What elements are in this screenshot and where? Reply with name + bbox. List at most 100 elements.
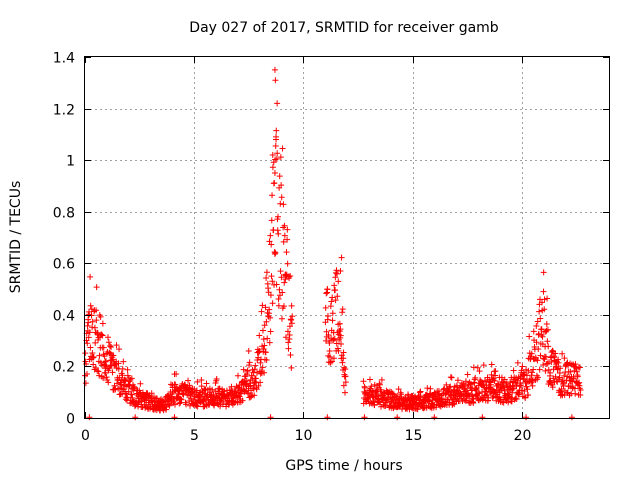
- data-point: [519, 363, 526, 370]
- data-point: [103, 358, 110, 365]
- data-point: [269, 192, 276, 199]
- data-point: [339, 306, 346, 313]
- data-point: [564, 359, 571, 366]
- data-point: [327, 303, 334, 310]
- data-point: [552, 373, 559, 380]
- y-tick-label: 1.2: [53, 103, 75, 119]
- data-point: [260, 345, 267, 352]
- data-point: [339, 359, 346, 366]
- data-point: [329, 294, 336, 301]
- data-point: [533, 339, 540, 346]
- data-point: [188, 398, 195, 405]
- data-point: [89, 324, 96, 331]
- data-point: [505, 399, 512, 406]
- data-point: [366, 376, 373, 383]
- data-point: [122, 390, 129, 397]
- data-point: [120, 358, 127, 365]
- data-point: [87, 273, 94, 280]
- grid-lines: [85, 57, 609, 418]
- data-point: [443, 381, 450, 388]
- data-point: [439, 390, 446, 397]
- data-point: [340, 349, 347, 356]
- data-point: [274, 150, 281, 157]
- data-point: [270, 180, 277, 187]
- data-point: [270, 159, 277, 166]
- data-point: [137, 380, 144, 387]
- data-point: [89, 318, 96, 325]
- data-point: [276, 286, 283, 293]
- data-point: [245, 390, 252, 397]
- data-point: [172, 381, 179, 388]
- x-tick-label: 5: [190, 428, 199, 444]
- data-point: [332, 297, 339, 304]
- data-point: [148, 397, 155, 404]
- data-point: [278, 274, 285, 281]
- data-point: [113, 342, 120, 349]
- data-point: [85, 319, 92, 326]
- data-point: [284, 260, 291, 267]
- data-point: [526, 333, 533, 340]
- y-axis-label: SRMTID / TECUs: [8, 181, 24, 294]
- data-point: [427, 385, 434, 392]
- data-point: [191, 393, 198, 400]
- data-point: [240, 366, 247, 373]
- data-point: [328, 358, 335, 365]
- data-point: [124, 366, 131, 373]
- data-point: [450, 399, 457, 406]
- data-point: [574, 373, 581, 380]
- y-tick-label: 0.2: [53, 360, 75, 376]
- data-point: [116, 346, 123, 353]
- x-tick-label: 0: [81, 428, 90, 444]
- data-point: [263, 269, 270, 276]
- data-point: [326, 354, 333, 361]
- data-point: [523, 414, 530, 421]
- data-point: [543, 321, 550, 328]
- data-point: [98, 331, 105, 338]
- data-point: [273, 281, 280, 288]
- data-point: [557, 365, 564, 372]
- data-point: [93, 317, 100, 324]
- data-point: [234, 372, 241, 379]
- data-point: [119, 372, 126, 379]
- data-point: [286, 332, 293, 339]
- data-point: [214, 400, 221, 407]
- data-point: [176, 400, 183, 407]
- data-point: [332, 274, 339, 281]
- data-point: [536, 308, 543, 315]
- data-point: [96, 352, 103, 359]
- data-point: [267, 232, 274, 239]
- data-point: [378, 376, 385, 383]
- data-point: [435, 391, 442, 398]
- data-point: [337, 326, 344, 333]
- data-point: [376, 381, 383, 388]
- data-point: [558, 385, 565, 392]
- y-tick-label: 0: [66, 412, 75, 428]
- data-point: [227, 391, 234, 398]
- data-point: [479, 414, 486, 421]
- data-point: [278, 315, 285, 322]
- data-point: [280, 201, 287, 208]
- data-point: [389, 390, 396, 397]
- data-point: [512, 395, 519, 402]
- data-point: [128, 391, 135, 398]
- data-point: [191, 386, 198, 393]
- data-point: [193, 402, 200, 409]
- data-point: [535, 330, 542, 337]
- data-point: [558, 391, 565, 398]
- data-point: [266, 339, 273, 346]
- data-point: [280, 238, 287, 245]
- data-point: [124, 394, 131, 401]
- data-point: [116, 374, 123, 381]
- data-point: [213, 375, 220, 382]
- data-point: [573, 368, 580, 375]
- data-point: [250, 383, 257, 390]
- plot-frame: [84, 56, 610, 419]
- data-point: [194, 378, 201, 385]
- data-point: [257, 379, 264, 386]
- data-point: [263, 274, 270, 281]
- data-point: [461, 396, 468, 403]
- data-point: [394, 414, 401, 421]
- data-point: [171, 414, 178, 421]
- data-point: [251, 366, 258, 373]
